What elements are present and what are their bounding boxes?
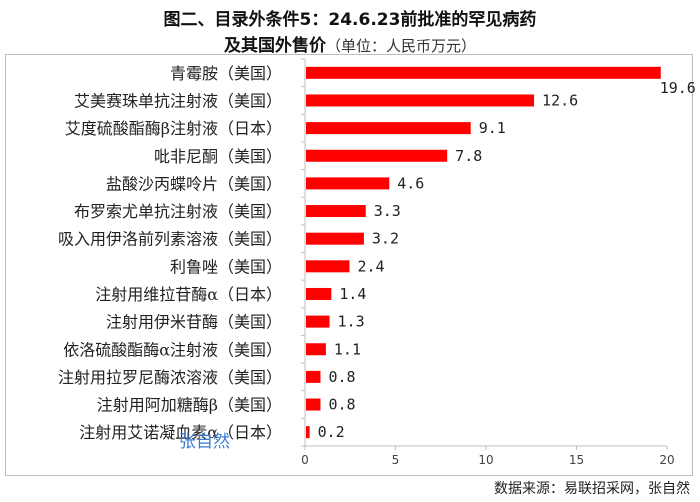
x-tick-label: 10 bbox=[478, 453, 493, 467]
data-label: 0.8 bbox=[328, 396, 355, 414]
chart-title-unit: （单位：人民币万元） bbox=[325, 37, 476, 55]
bar bbox=[306, 370, 321, 383]
category-label: 注射用拉罗尼酶浓溶液（美国） bbox=[58, 368, 282, 387]
bar bbox=[306, 315, 330, 328]
data-label: 12.6 bbox=[542, 91, 578, 109]
bar bbox=[306, 66, 661, 79]
bar-chart: 0 5 10 15 20 青霉胺（美国） 19.6 艾美赛珠单抗注射液（美国） 12.6 艾度硫酸… bbox=[58, 58, 696, 467]
category-label: 注射用艾诺凝血素α（日本） bbox=[79, 423, 282, 442]
category-label: 吡非尼酮（美国） bbox=[154, 147, 282, 166]
bar bbox=[306, 177, 390, 190]
bar bbox=[306, 426, 310, 439]
bar bbox=[306, 260, 350, 273]
bar bbox=[306, 287, 332, 300]
data-label: 19.6 bbox=[660, 79, 696, 97]
bar bbox=[306, 94, 535, 107]
data-label: 1.4 bbox=[339, 285, 366, 303]
category-label: 注射用维拉苷酶α（日本） bbox=[95, 285, 282, 304]
bar bbox=[306, 122, 471, 135]
data-label: 1.1 bbox=[334, 340, 361, 358]
category-label: 注射用伊米苷酶（美国） bbox=[106, 313, 282, 332]
data-label: 7.8 bbox=[455, 147, 482, 165]
data-label: 3.2 bbox=[372, 230, 399, 248]
bar bbox=[306, 149, 448, 162]
bar bbox=[306, 343, 326, 356]
chart-title-line1: 图二、目录外条件5：24.6.23前批准的罕见病药 bbox=[163, 10, 537, 30]
x-tick-label: 0 bbox=[301, 453, 309, 467]
category-label: 利鲁唑（美国） bbox=[170, 257, 282, 276]
category-label: 艾度硫酸酯酶β注射液（日本） bbox=[65, 119, 282, 138]
data-label: 9.1 bbox=[479, 119, 506, 137]
category-label: 布罗索尤单抗注射液（美国） bbox=[74, 202, 282, 221]
data-label: 2.4 bbox=[357, 257, 384, 275]
category-label: 青霉胺（美国） bbox=[170, 64, 282, 83]
bar bbox=[306, 232, 364, 245]
category-label: 吸入用伊洛前列素溶液（美国） bbox=[58, 230, 282, 249]
data-label: 1.3 bbox=[338, 313, 365, 331]
bar bbox=[306, 398, 321, 411]
chart-title-line2: 及其国外售价（单位：人民币万元） bbox=[0, 31, 700, 56]
chart-frame bbox=[5, 54, 693, 476]
category-label: 依洛硫酸酯酶α注射液（美国） bbox=[63, 340, 282, 359]
watermark: 张自然 bbox=[179, 432, 230, 452]
category-label: 艾美赛珠单抗注射液（美国） bbox=[74, 91, 282, 110]
bar bbox=[306, 205, 366, 218]
data-label: 0.8 bbox=[328, 368, 355, 386]
x-tick-label: 20 bbox=[659, 453, 674, 467]
data-label: 3.3 bbox=[374, 202, 401, 220]
x-tick-label: 5 bbox=[392, 453, 400, 467]
data-source: 数据来源：易联招采网，张自然 bbox=[494, 481, 690, 497]
data-label: 4.6 bbox=[397, 174, 424, 192]
category-label: 盐酸沙丙蝶呤片（美国） bbox=[106, 174, 282, 193]
category-label: 注射用阿加糖酶β（美国） bbox=[97, 396, 282, 415]
data-label: 0.2 bbox=[318, 423, 345, 441]
chart-title-main: 及其国外售价 bbox=[223, 36, 326, 56]
x-tick-label: 15 bbox=[569, 453, 584, 467]
